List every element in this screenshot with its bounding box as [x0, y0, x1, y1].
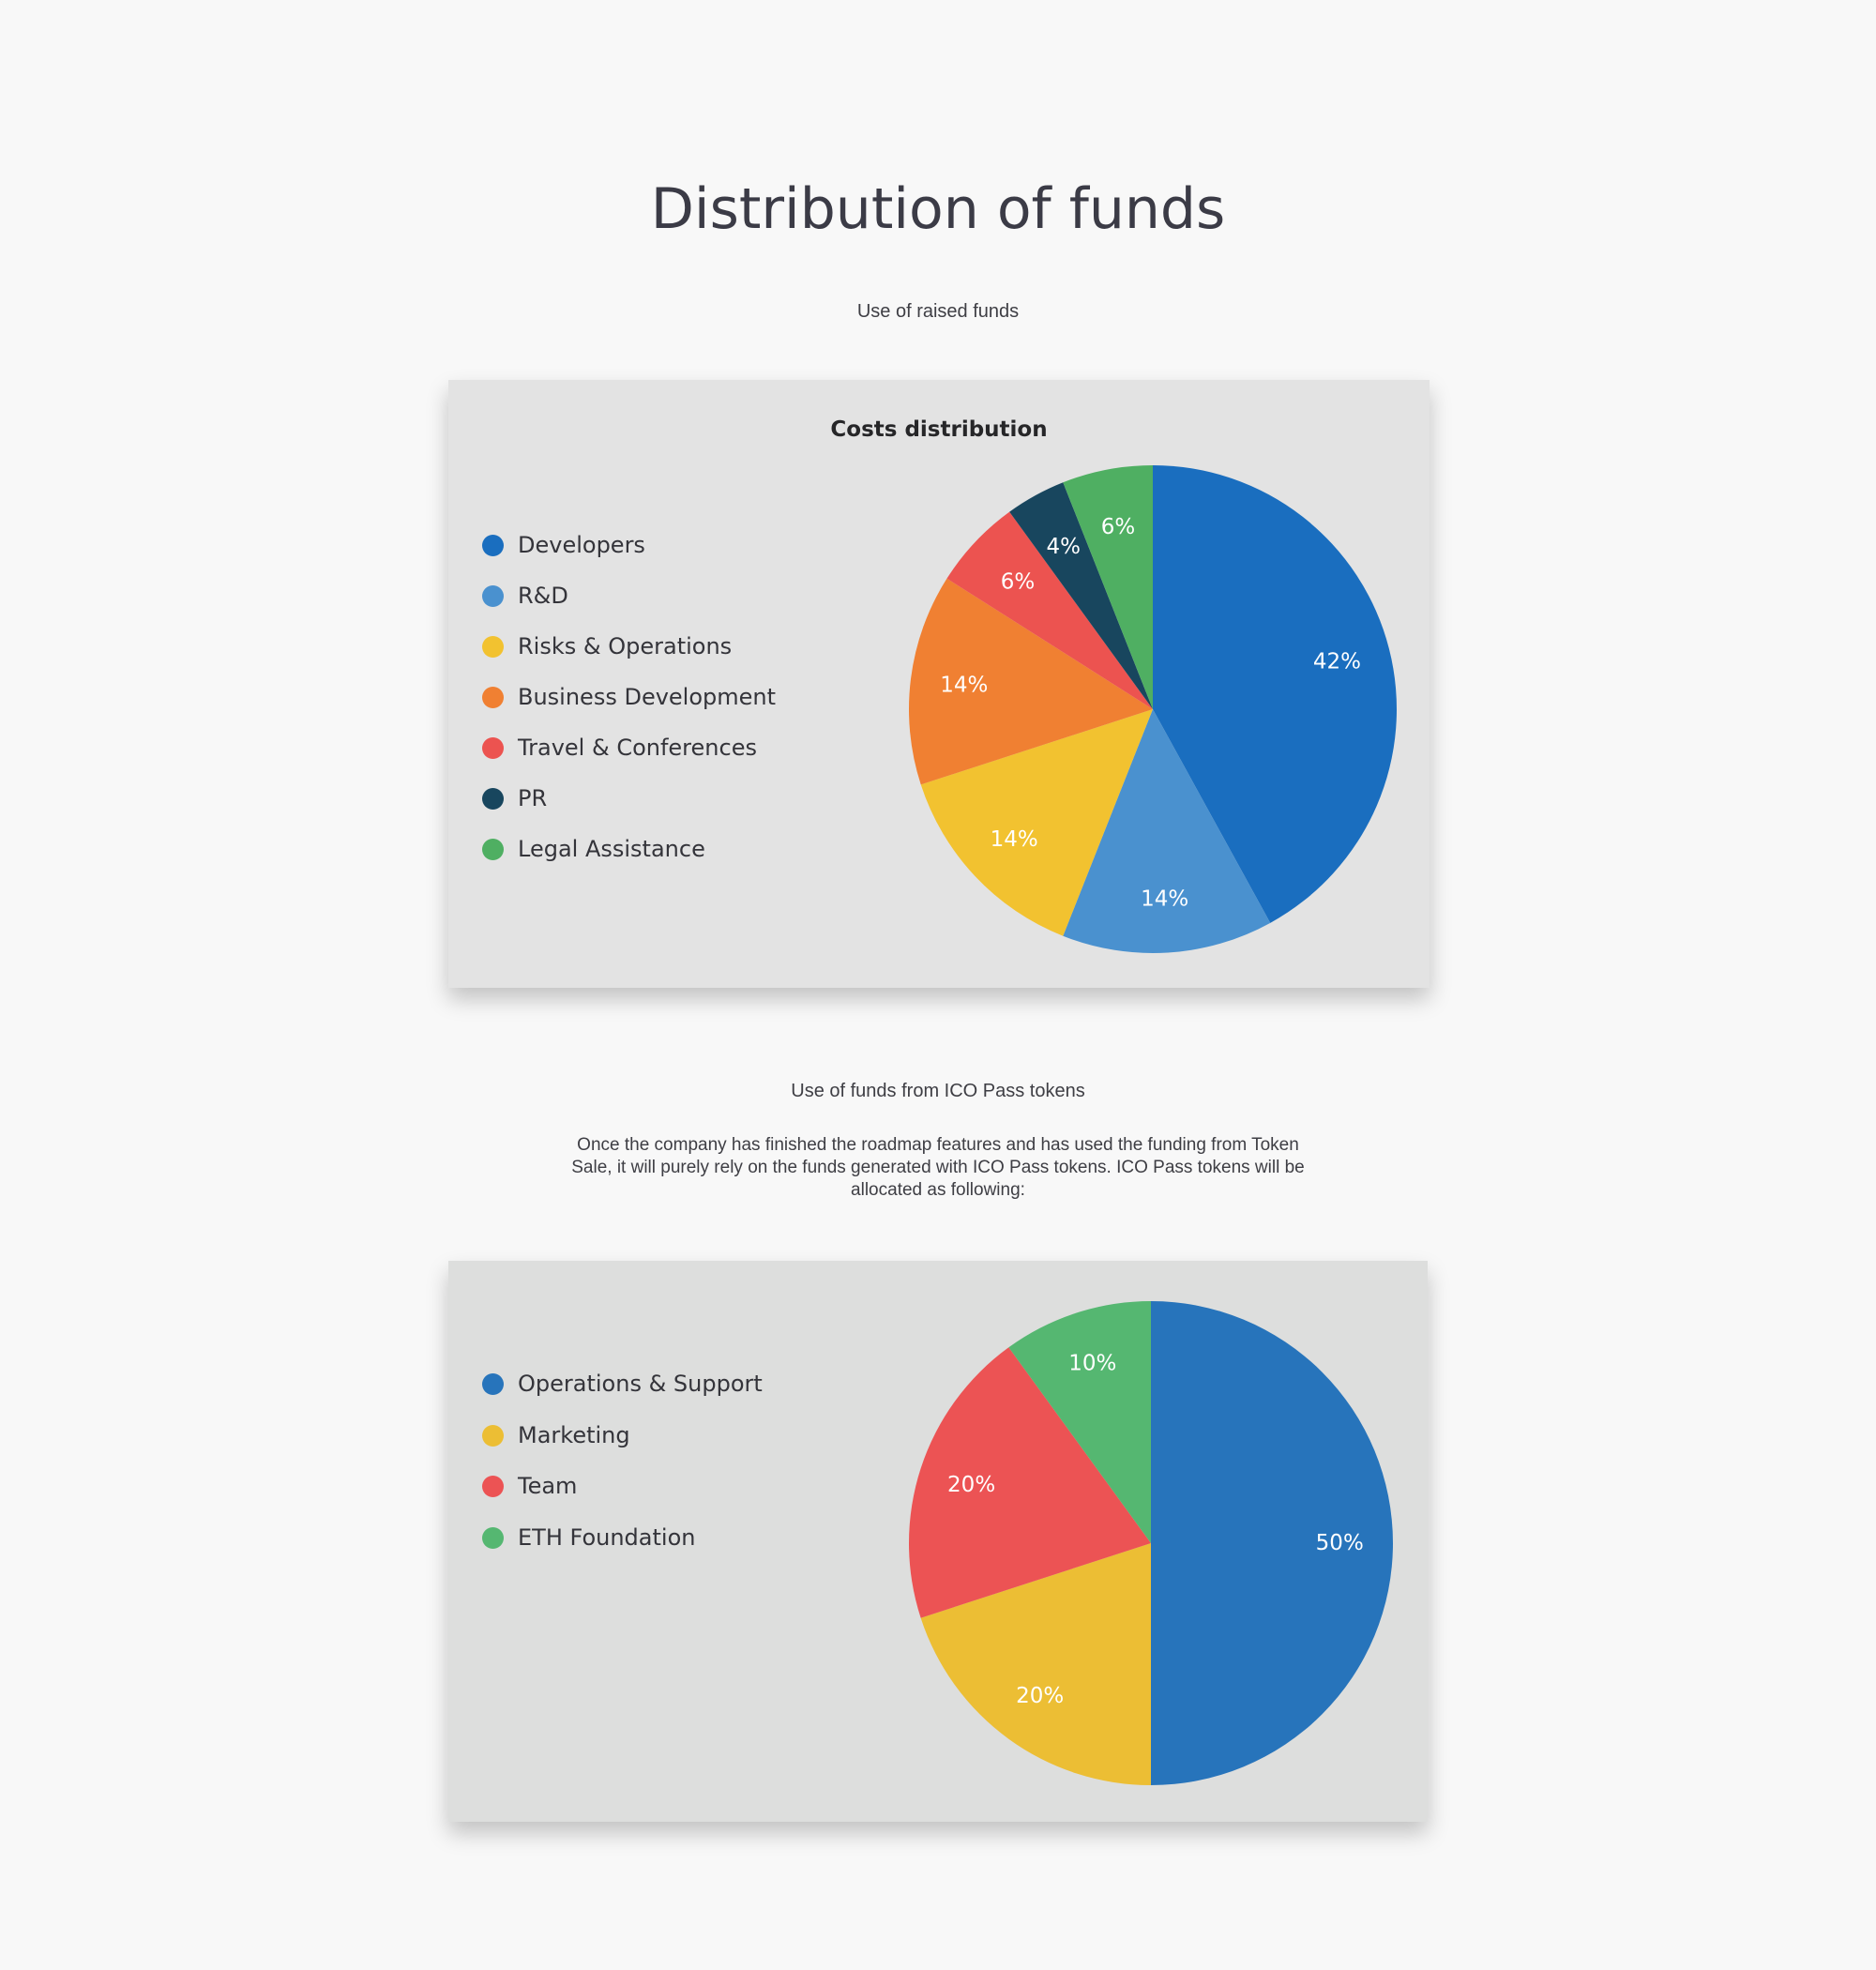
pie-slice — [1153, 465, 1397, 923]
pie-slice — [1008, 1301, 1151, 1543]
legend-item: Developers — [482, 531, 776, 559]
pie-slice — [1063, 709, 1271, 953]
pie-slice — [1009, 482, 1153, 709]
legend-swatch — [482, 1373, 504, 1395]
legend-label: ETH Foundation — [518, 1523, 696, 1551]
legend-label: Developers — [518, 532, 645, 558]
legend-label: Legal Assistance — [518, 836, 705, 862]
legend-item: Legal Assistance — [482, 835, 776, 863]
legend-item: ETH Foundation — [482, 1523, 763, 1552]
legend-swatch — [482, 1424, 504, 1447]
chart-title: Costs distribution — [830, 417, 1048, 442]
chart-legend: Developers R&D Risks & Operations Business … — [482, 531, 776, 886]
legend-swatch — [482, 839, 504, 860]
legend-item: Team — [482, 1472, 763, 1500]
legend-item: Business Development — [482, 683, 776, 711]
pie-slice — [946, 511, 1153, 709]
legend-item: PR — [482, 784, 776, 812]
legend-label: R&D — [518, 583, 568, 609]
slice-label: 14% — [1141, 886, 1188, 911]
slice-label: 50% — [1316, 1531, 1364, 1555]
slice-label: 10% — [1068, 1352, 1116, 1376]
legend-item: Travel & Conferences — [482, 734, 776, 762]
slice-label: 14% — [940, 674, 988, 698]
section-subtitle: Use of funds from ICO Pass tokens — [791, 1081, 1085, 1101]
slice-label: 42% — [1313, 650, 1361, 674]
costs-distribution-card: Costs distribution Developers R&D Risks & … — [448, 380, 1430, 988]
ico-pass-allocation-card: Operations & Support Marketing Team ETH Fou… — [448, 1261, 1428, 1822]
pie-chart: 42% 14% 14% 14% 6% 4% 6% — [909, 465, 1397, 953]
pie-slice — [1151, 1301, 1393, 1785]
chart-legend: Operations & Support Marketing Team ETH Fou… — [482, 1370, 763, 1574]
legend-swatch — [482, 535, 504, 556]
page-title: Distribution of funds — [650, 176, 1226, 242]
legend-item: R&D — [482, 582, 776, 610]
legend-swatch — [482, 636, 504, 658]
legend-item: Risks & Operations — [482, 632, 776, 660]
legend-label: Risks & Operations — [518, 633, 733, 659]
legend-swatch — [482, 1526, 504, 1549]
legend-label: Travel & Conferences — [518, 735, 757, 761]
legend-label: PR — [518, 785, 548, 811]
legend-swatch — [482, 737, 504, 759]
legend-item: Operations & Support — [482, 1370, 763, 1398]
legend-swatch — [482, 687, 504, 708]
section-subtitle: Use of raised funds — [856, 301, 1020, 322]
slice-label: 6% — [1101, 515, 1136, 539]
legend-item: Marketing — [482, 1421, 763, 1449]
legend-label: Marketing — [518, 1421, 630, 1448]
pie-chart: 50% 20% 20% 10% — [909, 1301, 1393, 1785]
pie-slice — [920, 1543, 1151, 1785]
slice-label: 6% — [1001, 570, 1036, 595]
legend-swatch — [482, 788, 504, 810]
slice-label: 4% — [1047, 535, 1082, 559]
legend-label: Team — [518, 1473, 578, 1499]
pie-slice — [909, 1347, 1151, 1618]
pie-slice — [909, 578, 1153, 785]
pie-slice — [920, 709, 1153, 936]
pie-slice — [1063, 465, 1153, 709]
slice-label: 20% — [1016, 1684, 1064, 1708]
legend-label: Business Development — [518, 684, 777, 710]
legend-swatch — [482, 585, 504, 607]
legend-swatch — [482, 1476, 504, 1497]
section-paragraph: Once the company has finished the roadma… — [571, 1135, 1305, 1200]
slice-label: 20% — [947, 1473, 995, 1497]
legend-label: Operations & Support — [518, 1371, 763, 1397]
slice-label: 14% — [991, 827, 1038, 852]
